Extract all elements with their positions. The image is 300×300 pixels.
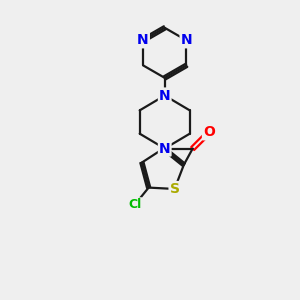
Text: N: N (181, 33, 192, 47)
Text: N: N (137, 33, 149, 47)
Text: Cl: Cl (128, 198, 141, 211)
Text: O: O (203, 125, 215, 139)
Text: S: S (169, 182, 180, 196)
Text: N: N (159, 142, 170, 155)
Text: N: N (159, 88, 170, 103)
